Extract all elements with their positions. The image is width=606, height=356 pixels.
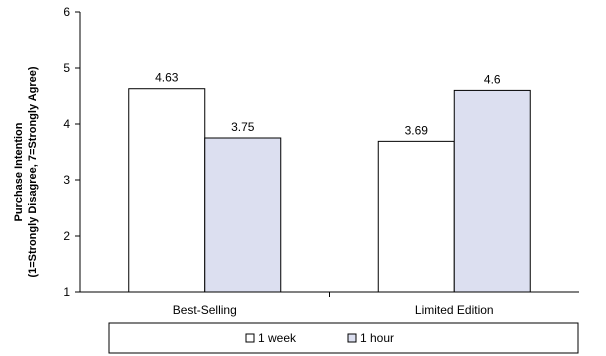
legend-label: 1 hour — [360, 331, 394, 345]
legend-swatch — [347, 333, 357, 343]
data-label: 4.63 — [155, 71, 179, 85]
y-tick-label: 4 — [63, 117, 70, 131]
x-category-label: Limited Edition — [415, 303, 494, 317]
legend-box — [108, 322, 579, 354]
y-tick-label: 1 — [63, 285, 70, 299]
y-tick-label: 3 — [63, 173, 70, 187]
y-axis-title: Purchase Intention (1=Strongly Disagree,… — [13, 66, 39, 277]
y-tick-label: 2 — [63, 229, 70, 243]
y-tick-label: 6 — [63, 5, 70, 19]
legend: 1 week 1 hour — [108, 322, 579, 354]
bars — [128, 88, 531, 293]
data-labels: 4.63 3.75 3.69 4.6 — [155, 71, 501, 138]
x-category-label: Best-Selling — [173, 303, 237, 317]
bar — [453, 89, 531, 293]
bar — [128, 88, 206, 293]
y-axis-title-line-2: (1=Strongly Disagree, 7=Strongly Agree) — [27, 66, 39, 277]
y-tick-label: 5 — [63, 61, 70, 75]
legend-label: 1 week — [258, 331, 297, 345]
data-label: 3.69 — [405, 123, 429, 137]
bar — [377, 140, 455, 293]
y-axis-title-line-1: Purchase Intention — [13, 122, 25, 221]
data-label: 4.6 — [484, 72, 501, 86]
data-label: 3.75 — [231, 120, 255, 134]
bar — [204, 137, 282, 293]
legend-swatch — [245, 333, 255, 343]
